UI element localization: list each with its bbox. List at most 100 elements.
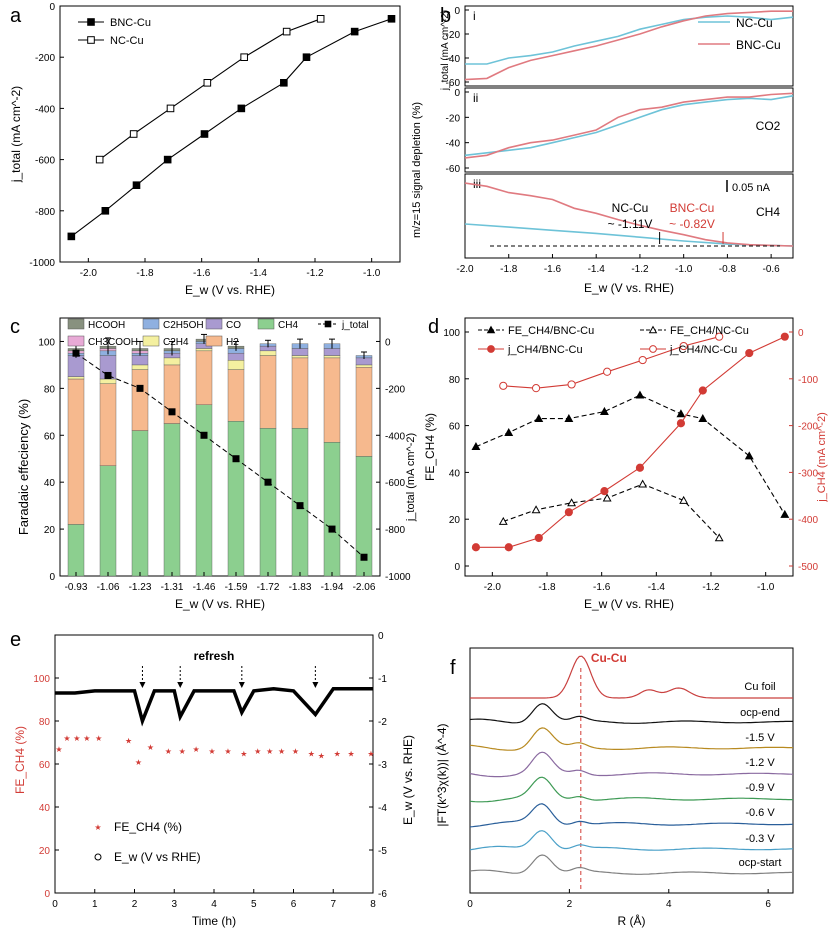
- panel-c-y-tick-label: 0: [49, 572, 55, 583]
- panel-d-point: [698, 386, 707, 395]
- panel-c-y2-tick-label: 0: [385, 337, 391, 348]
- panel-c-bar-segment: [131, 430, 149, 577]
- panel-c-bar-segment: [259, 355, 277, 429]
- panel-label-d: d: [428, 316, 439, 338]
- panel-f-spectrum: [469, 703, 793, 724]
- panel-e-x-tick-label: 2: [132, 899, 138, 910]
- panel-c-bar-segment: [227, 352, 245, 361]
- panel-e-fe-point: ★: [318, 751, 325, 760]
- panel-e-refresh-arrowhead: [238, 682, 245, 688]
- panel-e-x-tick-label: 8: [370, 899, 376, 910]
- panel-d-point: [564, 413, 574, 422]
- panel-f-spectrum: [469, 751, 794, 778]
- panel-c-legend-text: C2H5OH: [163, 320, 204, 331]
- panel-b-ii-trace: [464, 92, 794, 159]
- panel-b-iii-frame: [464, 173, 794, 259]
- panel-d-point: [531, 505, 541, 514]
- panel-a-point: [350, 27, 359, 36]
- panel-c-bar-segment: [131, 355, 149, 366]
- panel-a-point: [240, 53, 248, 62]
- panel-e-xlabel: Time (h): [192, 914, 236, 928]
- panel-d-point: [602, 493, 612, 502]
- panel-e-ylabel-right: E_w (V vs. RHE): [401, 735, 415, 825]
- panel-c-x-tick-label: -1.23: [129, 582, 152, 593]
- panel-c-legend-text: CH3COOH: [88, 337, 138, 348]
- panel-b-xlabel: E_w (V vs. RHE): [584, 281, 674, 295]
- panel-c-jtotal-point: [200, 431, 208, 439]
- panel-a-point: [387, 15, 396, 23]
- panel-e-y-tick-label: 80: [39, 717, 51, 728]
- panel-f-x-tick-label: 4: [666, 899, 672, 910]
- panel-d-ylabel-right: j_CH4 (mA cm^-2): [816, 412, 828, 503]
- panel-b-ii-y-tick-label: -60: [446, 164, 461, 175]
- panel-b-x-tick-label: -0.6: [763, 264, 781, 275]
- panel-c-ylabel: Faradaic effeciency (%): [16, 399, 31, 535]
- panel-b-x-tick-label: -1.4: [588, 264, 606, 275]
- panel-d-y2-tick-label: -200: [798, 422, 818, 433]
- panel-c-y-tick-label: 100: [38, 337, 55, 348]
- panel-b-ii-annotation: CO2: [756, 119, 781, 133]
- panel-a-x-tick-label: -1.4: [250, 268, 268, 279]
- panel-a-point: [95, 155, 104, 164]
- panel-d-series-line: [475, 394, 786, 515]
- panel-c-y2-tick-label: -600: [385, 478, 405, 489]
- panel-f-xlabel: R (Å): [618, 913, 646, 928]
- panel-c-legend-text: HCOOH: [88, 320, 125, 331]
- panel-f-trace-label: -0.3 V: [745, 833, 775, 845]
- panel-a-series-line: [70, 18, 392, 237]
- panel-e-legend-fe: FE_CH4 (%): [114, 820, 182, 834]
- panel-d-ylabel: FE_CH4 (%): [423, 413, 437, 481]
- panel-e-fe-point: ★: [63, 734, 70, 743]
- panel-a-x-tick-label: -1.0: [363, 268, 381, 279]
- panel-f-trace-label: -1.5 V: [745, 732, 775, 744]
- panel-c-bar-segment: [323, 355, 341, 359]
- panel-d-frame: [464, 317, 794, 577]
- panel-d-series-line: [475, 336, 786, 548]
- panel-c-legend-swatch: [205, 335, 223, 347]
- panel-e-fe-point: ★: [55, 745, 62, 754]
- panel-c-bar-segment: [195, 350, 213, 405]
- panel-a-x-tick-label: -2.0: [80, 268, 98, 279]
- panel-d-y-tick-label: 40: [449, 468, 461, 479]
- panel-f-spectrum: [470, 655, 793, 699]
- panel-label-c: c: [10, 316, 20, 338]
- panel-c-y-tick-label: 60: [44, 431, 56, 442]
- panel-d-point: [531, 384, 541, 393]
- panel-c-x-tick-label: -1.83: [289, 582, 312, 593]
- panel-a-y-tick-label: -200: [35, 53, 55, 64]
- panel-d-x-tick-label: -1.0: [757, 582, 775, 593]
- panel-c-x-tick-label: -1.31: [161, 582, 184, 593]
- panel-e-y-tick-label: 0: [44, 889, 50, 900]
- panel-e-ylabel: FE_CH4 (%): [13, 726, 27, 794]
- panel-c-legend-swatch: [205, 318, 223, 330]
- panel-a-point: [101, 207, 110, 215]
- panel-d-point: [714, 533, 724, 542]
- panel-e-fe-point: ★: [278, 747, 285, 756]
- panel-e-fe-point: ★: [308, 749, 315, 758]
- panel-b-subpanel-label: ii: [473, 91, 478, 105]
- panel-c-bar-segment: [259, 350, 277, 356]
- panel-b-ii-y-tick-label: 0: [454, 88, 460, 99]
- panel-e-x-tick-label: 1: [92, 899, 98, 910]
- panel-c-x-tick-label: -2.06: [353, 582, 376, 593]
- panel-f-spectrum: [469, 830, 794, 851]
- panel-f-x-tick-label: 0: [467, 899, 473, 910]
- panel-b-legend-text: NC-Cu: [736, 16, 773, 30]
- panel-e-x-tick-label: 0: [52, 899, 58, 910]
- panel-e-fe-point: ★: [83, 734, 90, 743]
- panel-c-bar-segment: [291, 355, 309, 359]
- panel-label-b: b: [440, 5, 451, 27]
- panel-e-fe-point: ★: [266, 747, 273, 756]
- panel-b-x-tick-label: -0.8: [719, 264, 737, 275]
- panel-c-y-tick-label: 80: [44, 384, 56, 395]
- panel-b-x-tick-label: -2.0: [456, 264, 474, 275]
- panel-a-y-tick-label: -400: [35, 104, 55, 115]
- panel-d-point: [715, 332, 724, 341]
- panel-a-x-tick-label: -1.2: [306, 268, 324, 279]
- panel-e-ew-trace: [55, 687, 373, 727]
- panel-c-legend-text: H2: [226, 337, 239, 348]
- panel-e-fe-point: ★: [95, 734, 102, 743]
- panel-d-legend-text: FE_CH4/BNC-Cu: [508, 325, 594, 337]
- panel-c-bar-segment: [163, 357, 181, 366]
- panel-f-trace-label: -0.6 V: [745, 807, 775, 819]
